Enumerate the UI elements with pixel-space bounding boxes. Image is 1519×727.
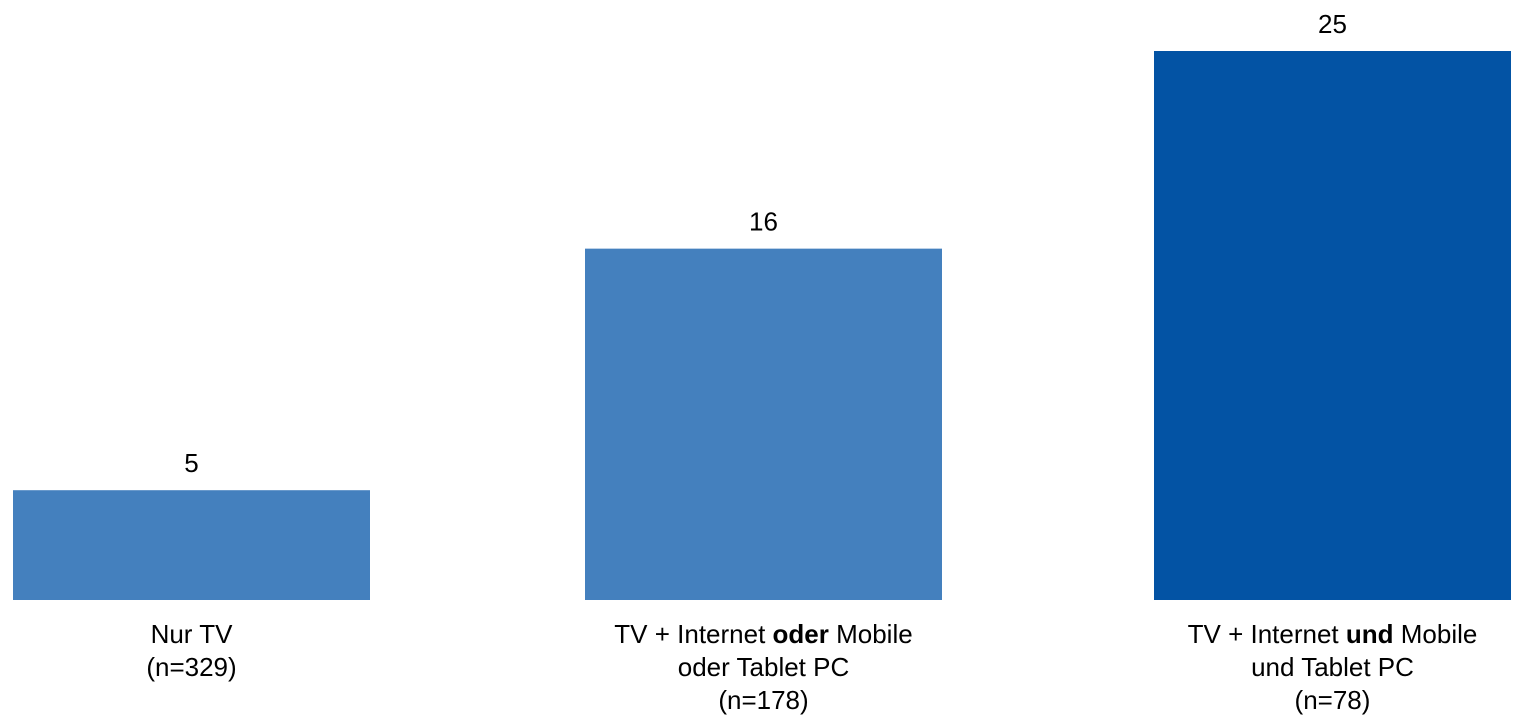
category-label-3-line-1: TV + Internet und Mobile (1187, 619, 1478, 649)
data-label-1: 5 (184, 448, 198, 478)
bars-group (13, 51, 1511, 600)
bar-1 (13, 490, 370, 600)
category-label-2-line-1: TV + Internet oder Mobile (614, 619, 913, 649)
category-label-1-sample-size: (n=329) (146, 652, 237, 682)
category-label-3: TV + Internet und Mobile und Tablet PC (n=… (1134, 618, 1519, 717)
data-labels-group: 5 16 25 (184, 9, 1347, 478)
category-label-3-sample-size: (n=78) (1294, 685, 1371, 715)
data-label-3: 25 (1318, 9, 1347, 39)
category-label-3-line-2: und Tablet PC (1251, 652, 1414, 682)
data-label-2: 16 (749, 207, 778, 237)
category-label-2-sample-size: (n=178) (718, 685, 809, 715)
category-label-1-line-1: Nur TV (150, 619, 233, 649)
category-label-2: TV + Internet oder Mobile oder Tablet PC(… (565, 618, 962, 717)
bar-3 (1154, 51, 1511, 600)
category-label-2-line-2: oder Tablet PC (677, 652, 850, 682)
bar-2 (585, 248, 942, 600)
category-label-1: Nur TV (n=329) (0, 618, 390, 684)
